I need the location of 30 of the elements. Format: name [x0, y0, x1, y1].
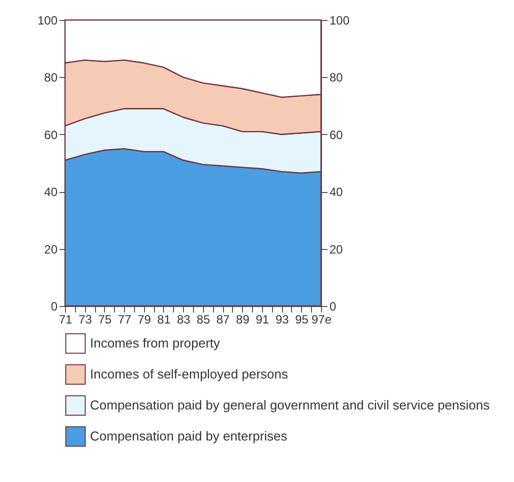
x-tick-label: 73 [78, 312, 92, 326]
y-tick-label: 40 [44, 185, 58, 200]
y2-tick-label: 80 [330, 70, 344, 85]
y-tick-label: 60 [44, 128, 58, 142]
legend-label: Incomes of self-employed persons [90, 366, 288, 382]
y-tick-label: 100 [37, 14, 58, 28]
x-tick-label: 83 [176, 312, 191, 326]
y2-tick-label: 60 [330, 128, 344, 142]
legend-label: Incomes from property [90, 336, 221, 350]
x-tick-label: 75 [98, 312, 112, 326]
y2-tick-label: 20 [330, 242, 344, 256]
y-tick-label: 80 [44, 70, 58, 85]
y-tick-label: 20 [44, 242, 58, 256]
y2-tick-label: 40 [330, 185, 344, 200]
x-tick-label: 97e [311, 312, 332, 326]
x-tick-label: 79 [138, 312, 152, 326]
x-tick-label: 93 [275, 312, 290, 326]
legend-label: Compensation paid by enterprises [90, 428, 288, 444]
x-tick-label: 95 [295, 312, 309, 326]
x-tick-label: 81 [157, 312, 171, 326]
x-tick-label: 77 [118, 312, 132, 326]
x-tick-label: 87 [216, 312, 230, 326]
y2-tick-label: 100 [330, 14, 350, 28]
x-tick-label: 89 [236, 312, 250, 326]
y-tick-label: 0 [50, 300, 58, 314]
y2-tick-label: 0 [330, 300, 336, 314]
x-tick-label: 85 [196, 312, 210, 326]
x-tick-label: 71 [58, 312, 72, 326]
x-tick-label: 91 [256, 312, 270, 326]
legend-label: Compensation paid by general government and civil service pensions [90, 398, 490, 412]
